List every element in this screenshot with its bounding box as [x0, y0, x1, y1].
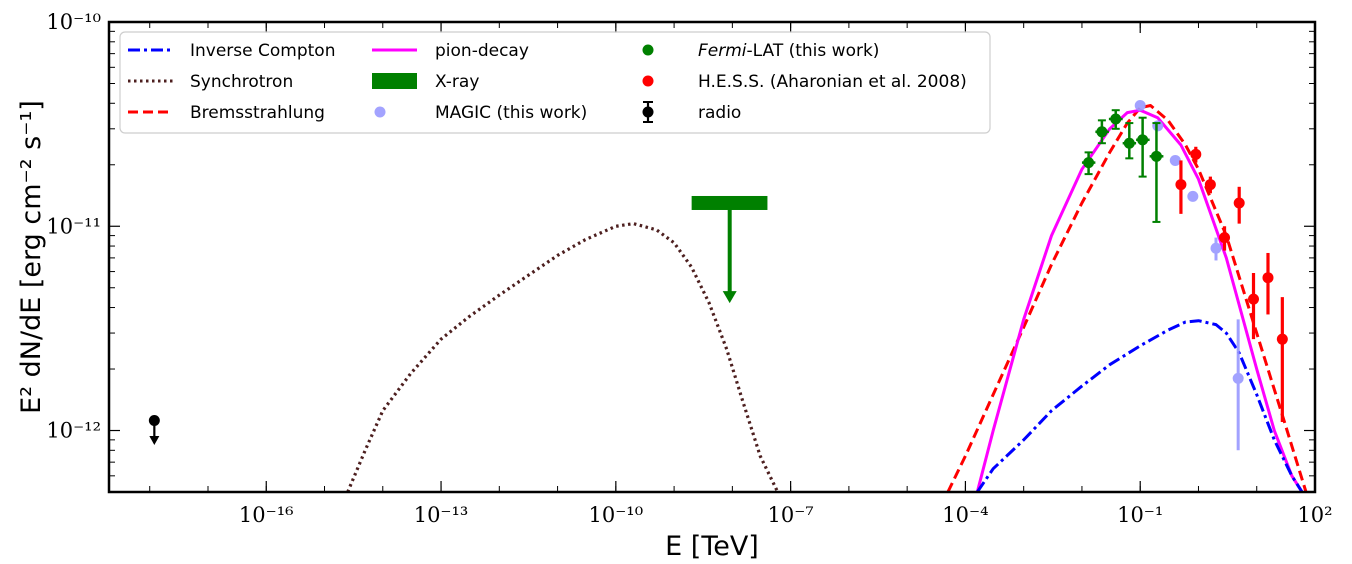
- fermi-marker: [1096, 126, 1108, 138]
- legend-label: X-ray: [435, 72, 479, 92]
- fermi-point: [1095, 119, 1109, 145]
- fermi-marker: [1137, 134, 1149, 146]
- curve-inverse-compton: [976, 319, 1304, 492]
- legend-item-fermi: Fermi-LAT (this work): [642, 41, 879, 61]
- legend-item-radio: radio: [642, 101, 741, 123]
- x-tick-label: 10²: [1297, 503, 1332, 527]
- hess-point: [1204, 176, 1216, 194]
- x-tick-label: 10⁻⁷: [768, 503, 814, 527]
- fermi-point: [1108, 109, 1123, 130]
- legend-item-pion-decay: pion-decay: [372, 41, 529, 61]
- magic-marker: [1232, 372, 1244, 384]
- legend-item-inverse-compton: Inverse Compton: [128, 41, 335, 61]
- magic-marker: [1169, 154, 1181, 166]
- x-tick-label: 10⁻¹⁶: [239, 503, 294, 527]
- legend-item-synchrotron: Synchrotron: [128, 72, 293, 92]
- x-tick-label: 10⁻⁴: [942, 503, 988, 527]
- fermi-point: [1136, 116, 1150, 178]
- legend-marker: [642, 106, 654, 118]
- hess-marker: [1262, 272, 1274, 284]
- legend-label: Inverse Compton: [190, 41, 335, 61]
- legend: Inverse Compton Synchrotron Bremsstrahlung…: [119, 31, 991, 134]
- legend-item-xray: X-ray: [372, 72, 479, 92]
- fermi-marker: [1123, 137, 1135, 149]
- hess-point: [1262, 252, 1274, 315]
- hess-marker: [1233, 197, 1245, 209]
- curve-bremsstrahlung: [946, 104, 1308, 492]
- y-tick-label: 10⁻¹²: [46, 419, 101, 443]
- xray-arrow-head: [722, 291, 737, 304]
- hess-marker: [1276, 333, 1288, 345]
- legend-marker: [642, 44, 654, 56]
- x-tick-label: 10⁻¹³: [414, 503, 469, 527]
- y-axis-title: E² dN/dE [erg cm⁻² s⁻¹]: [16, 100, 47, 414]
- fermi-marker: [1083, 157, 1095, 169]
- legend-label: Fermi-LAT (this work): [698, 41, 879, 61]
- y-tick-label: 10⁻¹⁰: [46, 10, 101, 34]
- legend-label: pion-decay: [435, 41, 529, 61]
- hess-marker: [1175, 179, 1187, 191]
- magic-marker: [1210, 242, 1222, 254]
- magic-point: [1210, 237, 1222, 261]
- axis-ticks: 10⁻¹⁶ 10⁻¹³ 10⁻¹⁰ 10⁻⁷ 10⁻⁴ 10⁻¹ 10² 10⁻¹² 10⁻¹¹…: [46, 10, 1332, 527]
- fermi-marker: [1110, 113, 1122, 125]
- legend-label: Synchrotron: [190, 72, 293, 92]
- hess-point: [1248, 273, 1260, 340]
- x-tick-label: 10⁻¹⁰: [589, 503, 644, 527]
- legend-item-hess: H.E.S.S. (Aharonian et al. 2008): [642, 72, 967, 92]
- legend-item-bremsstrahlung: Bremsstrahlung: [128, 103, 325, 123]
- fermi-point: [1122, 122, 1137, 160]
- hess-point: [1276, 297, 1288, 423]
- hess-point: [1190, 146, 1202, 163]
- hess-marker: [1219, 232, 1231, 244]
- hess-marker: [1248, 293, 1260, 305]
- radio-upper-limit: [148, 414, 160, 445]
- legend-patch: [372, 73, 417, 89]
- legend-marker: [642, 75, 654, 87]
- x-tick-label: 10⁻¹: [1117, 503, 1163, 527]
- hess-point: [1219, 226, 1231, 251]
- radio-point: [148, 414, 160, 426]
- hess-point: [1175, 160, 1187, 214]
- hess-marker: [1190, 148, 1202, 160]
- hess-point: [1233, 186, 1245, 224]
- fermi-point: [1081, 151, 1096, 176]
- legend-marker: [374, 106, 386, 118]
- curve-synchrotron: [346, 222, 780, 492]
- legend-label: MAGIC (this work): [435, 103, 587, 123]
- x-axis-title: E [TeV]: [665, 531, 759, 562]
- hess-marker: [1204, 179, 1216, 191]
- fermi-marker: [1150, 150, 1162, 162]
- legend-box: [119, 31, 991, 134]
- magic-marker: [1134, 100, 1146, 112]
- fermi-point: [1149, 122, 1164, 223]
- magic-marker: [1187, 190, 1199, 202]
- legend-label: radio: [698, 103, 741, 123]
- legend-label: H.E.S.S. (Aharonian et al. 2008): [698, 72, 967, 92]
- magic-point: [1187, 190, 1199, 202]
- curve-pion-decay: [975, 108, 1304, 492]
- legend-label: Bremsstrahlung: [190, 103, 325, 123]
- magic-point: [1152, 120, 1164, 132]
- legend-item-magic: MAGIC (this work): [374, 103, 587, 123]
- plot-area: [148, 100, 1308, 492]
- radio-arrow-head: [149, 435, 160, 445]
- magic-point: [1169, 154, 1181, 166]
- y-tick-label: 10⁻¹¹: [46, 214, 101, 238]
- magic-marker: [1152, 120, 1164, 132]
- plot-frame: [107, 20, 1317, 494]
- magic-point: [1232, 319, 1244, 451]
- xray-upper-limit: [691, 195, 768, 304]
- magic-point: [1134, 100, 1146, 112]
